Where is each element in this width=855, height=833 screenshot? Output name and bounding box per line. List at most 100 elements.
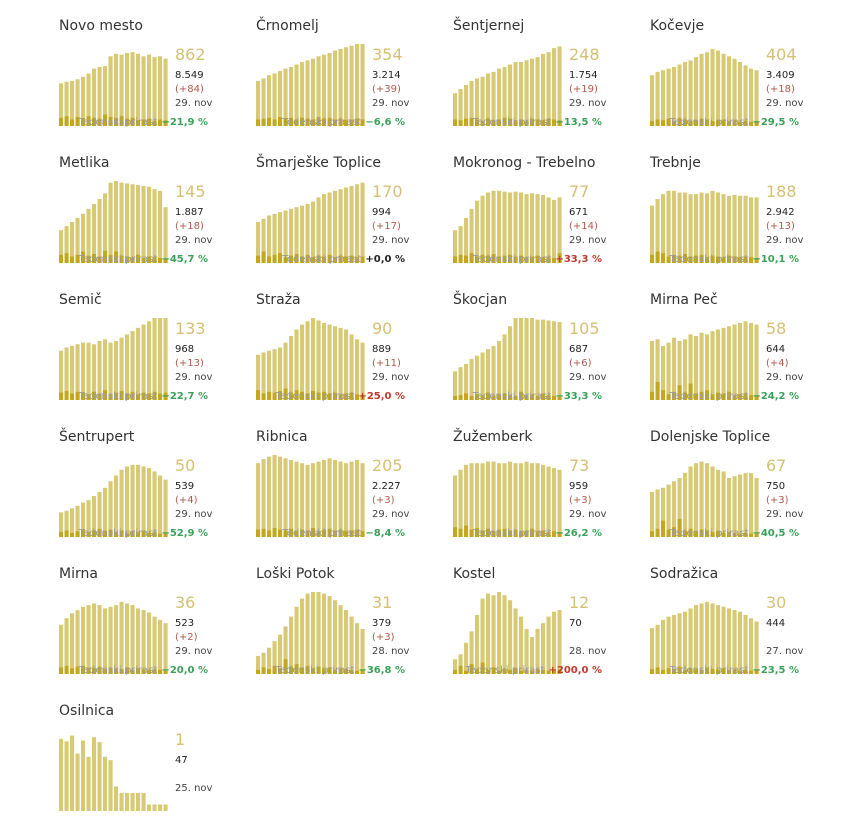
active-cases-bar <box>541 53 546 126</box>
active-cases-bar <box>557 46 562 126</box>
new-cases-bar <box>502 669 507 674</box>
municipality-card: Mirna 36 523 (+2) 29. nov Tedenski prirast −20… <box>59 566 239 696</box>
new-cases-bar <box>480 121 485 126</box>
new-cases-bar <box>327 667 332 674</box>
active-cases-bar <box>666 342 671 400</box>
daily-delta-value: (+17) <box>372 221 401 232</box>
new-cases-bar <box>535 669 540 674</box>
active-cases-bar <box>497 68 502 126</box>
new-cases-bar <box>81 251 86 263</box>
active-cases-value: 145 <box>175 182 206 201</box>
active-cases-bar <box>147 468 152 537</box>
new-cases-bar <box>300 667 305 674</box>
active-cases-bar <box>688 60 693 126</box>
active-cases-bar <box>360 182 365 263</box>
new-cases-bar <box>327 117 332 126</box>
active-cases-bar <box>458 89 463 126</box>
weekly-growth-row: Tedenski prirast −23,5 % <box>669 664 799 677</box>
active-cases-bar <box>125 334 130 400</box>
new-cases-bar <box>344 393 349 400</box>
weekly-growth-row: Tedenski prirast −36,8 % <box>275 664 405 677</box>
total-cases-value: 2.227 <box>372 481 401 492</box>
new-cases-bar <box>119 669 124 674</box>
active-cases-bar <box>294 207 299 263</box>
new-cases-bar <box>688 383 693 400</box>
active-cases-bar <box>480 352 485 400</box>
new-cases-bar <box>86 116 91 126</box>
last-update-date: 29. nov <box>569 98 607 109</box>
new-cases-bar <box>59 392 64 400</box>
new-cases-bar <box>81 529 86 537</box>
last-update-date: 29. nov <box>372 235 410 246</box>
weekly-growth-value: −22,7 % <box>161 391 208 402</box>
new-cases-bar <box>508 395 513 400</box>
new-cases-bar <box>278 668 283 674</box>
new-cases-bar <box>289 528 294 537</box>
weekly-growth-label: Tedenski prirast <box>465 665 545 676</box>
active-cases-bar <box>147 186 152 263</box>
active-cases-bar <box>661 487 666 537</box>
new-cases-bar <box>92 253 97 263</box>
weekly-growth-row: Tedenski prirast −6,6 % <box>282 116 405 129</box>
new-cases-bar <box>486 669 491 674</box>
active-cases-bar <box>108 760 113 811</box>
new-cases-bar <box>59 667 64 674</box>
new-cases-bar <box>125 393 130 400</box>
new-cases-bar <box>716 256 721 263</box>
active-cases-bar <box>491 71 496 126</box>
new-cases-bar <box>70 393 75 400</box>
active-cases-bar <box>163 804 168 811</box>
new-cases-bar <box>294 119 299 126</box>
active-cases-bar <box>305 464 310 537</box>
active-cases-bar <box>119 792 124 811</box>
new-cases-bar <box>344 256 349 263</box>
daily-delta-value: (+13) <box>766 221 795 232</box>
new-cases-bar <box>519 391 524 400</box>
new-cases-bar <box>710 121 715 126</box>
weekly-growth-label: Tedenski prirast <box>472 117 552 128</box>
total-cases-value: 444 <box>766 618 786 629</box>
weekly-growth-value: −36,8 % <box>358 665 405 676</box>
new-cases-bar <box>705 390 710 400</box>
new-cases-bar <box>114 251 119 263</box>
new-cases-bar <box>355 529 360 537</box>
active-cases-bar <box>289 336 294 400</box>
active-cases-bar <box>267 647 272 674</box>
new-cases-bar <box>552 119 557 126</box>
daily-delta-value: (+39) <box>372 84 401 95</box>
active-cases-bar <box>683 611 688 674</box>
municipality-name: Ribnica <box>256 429 308 445</box>
municipality-card: Šentrupert 50 539 (+4) 29. nov Tedenski prira… <box>59 429 239 559</box>
active-cases-bar <box>103 756 108 811</box>
municipality-name: Loški Potok <box>256 566 335 582</box>
active-cases-bar <box>333 326 338 400</box>
weekly-growth-row: Tedenski prirast −29,5 % <box>669 116 799 129</box>
active-cases-bar <box>453 371 458 400</box>
total-cases-value: 47 <box>175 755 188 766</box>
bar-chart <box>650 48 759 126</box>
active-cases-bar <box>552 48 557 126</box>
municipality-card: Mirna Peč 58 644 (+4) 29. nov Tedenski priras… <box>650 292 830 422</box>
active-cases-bar <box>458 469 463 537</box>
weekly-growth-row: Tedenski prirast +25,0 % <box>275 390 405 403</box>
weekly-growth-label: Tedenski prirast <box>669 391 749 402</box>
active-cases-bar <box>70 222 75 263</box>
new-cases-bar <box>119 255 124 263</box>
municipality-name: Sodražica <box>650 566 719 582</box>
new-cases-bar <box>256 529 261 537</box>
new-cases-bar <box>300 529 305 537</box>
new-cases-bar <box>677 385 682 400</box>
new-cases-bar <box>721 532 726 537</box>
new-cases-bar <box>59 532 64 537</box>
active-cases-value: 73 <box>569 456 590 475</box>
active-cases-value: 77 <box>569 182 590 201</box>
active-cases-bar <box>453 230 458 263</box>
weekly-growth-row: Tedenski prirast +33,3 % <box>472 253 602 266</box>
active-cases-bar <box>754 324 759 400</box>
new-cases-bar <box>710 669 715 674</box>
weekly-growth-row: Tedenski prirast −10,1 % <box>669 253 799 266</box>
active-cases-bar <box>59 83 64 126</box>
new-cases-bar <box>541 393 546 400</box>
new-cases-bar <box>513 120 518 126</box>
new-cases-bar <box>508 118 513 126</box>
